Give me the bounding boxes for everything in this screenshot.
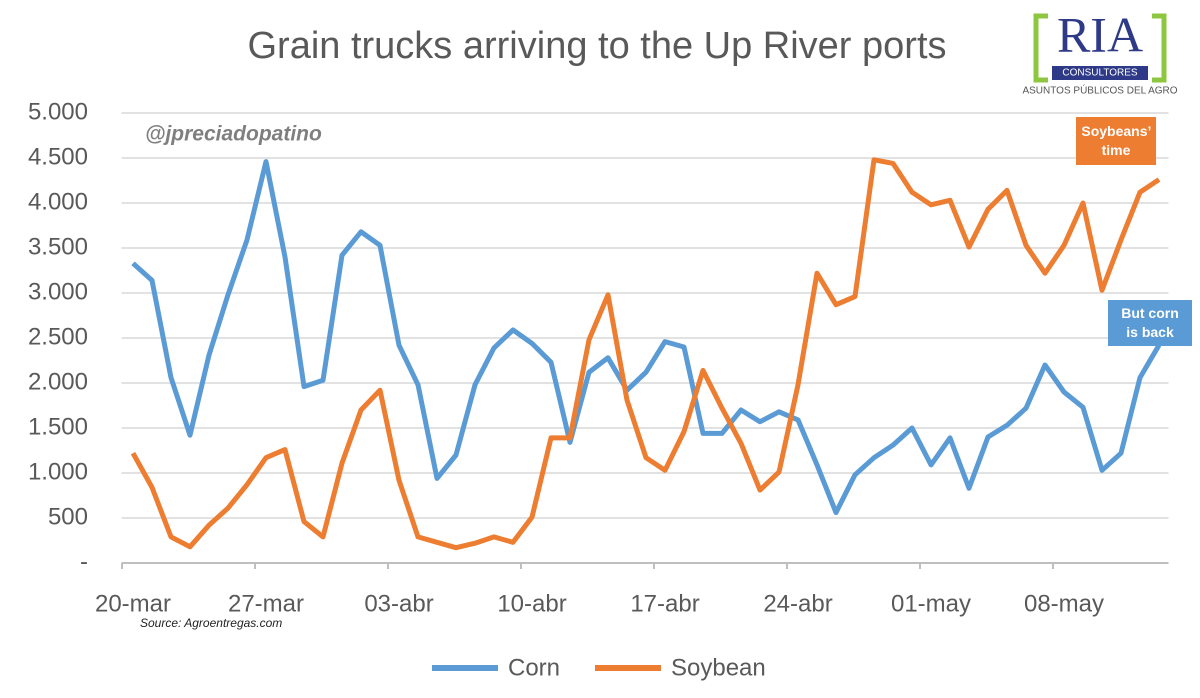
- source: Source: Agroentregas.com: [140, 616, 282, 630]
- chart-title: Grain trucks arriving to the Up River po…: [247, 25, 946, 67]
- legend-label: Corn: [508, 654, 560, 681]
- x-tick-label: 20-mar: [95, 590, 171, 617]
- y-tick-label: -: [80, 548, 88, 575]
- y-tick-label: 5.000: [28, 98, 88, 125]
- x-tick-label: 17-abr: [630, 590, 699, 617]
- x-tick-label: 10-abr: [497, 590, 566, 617]
- logo-name: RIA: [1057, 6, 1143, 62]
- legend-label: Soybean: [671, 654, 766, 681]
- x-tick-label: 03-abr: [364, 590, 433, 617]
- series-line: [130, 157, 1161, 551]
- soybean-note: Soybeans’ time: [1076, 117, 1156, 165]
- logo-subtitle: CONSULTORES: [1062, 68, 1138, 79]
- x-tick-label: 24-abr: [763, 590, 832, 617]
- y-tick-label: 1.500: [28, 413, 88, 440]
- y-tick-label: 500: [48, 503, 88, 530]
- logo: RIA CONSULTORES ASUNTOS PÚBLICOS DEL AGR…: [1022, 6, 1177, 96]
- y-tick-label: 4.500: [28, 143, 88, 170]
- series-line: [131, 159, 1162, 516]
- y-tick-label: 2.500: [28, 323, 88, 350]
- logo-bracket: [1152, 13, 1167, 83]
- x-tick-label: 01-may: [891, 590, 971, 617]
- y-tick-label: 3.500: [28, 233, 88, 260]
- logo-banner: [1052, 66, 1148, 80]
- handle: @jpreciadopatino: [145, 123, 322, 146]
- x-tick-label: 08-may: [1024, 590, 1104, 617]
- y-tick-label: 4.000: [28, 188, 88, 215]
- y-tick-label: 2.000: [28, 368, 88, 395]
- x-tick-label: 27-mar: [228, 590, 304, 617]
- y-tick-label: 1.000: [28, 458, 88, 485]
- logo-tagline: ASUNTOS PÚBLICOS DEL AGRO: [1022, 84, 1177, 97]
- y-tick-label: 3.000: [28, 278, 88, 305]
- corn-note: But corn is back: [1108, 300, 1192, 346]
- logo-bracket: [1033, 13, 1048, 83]
